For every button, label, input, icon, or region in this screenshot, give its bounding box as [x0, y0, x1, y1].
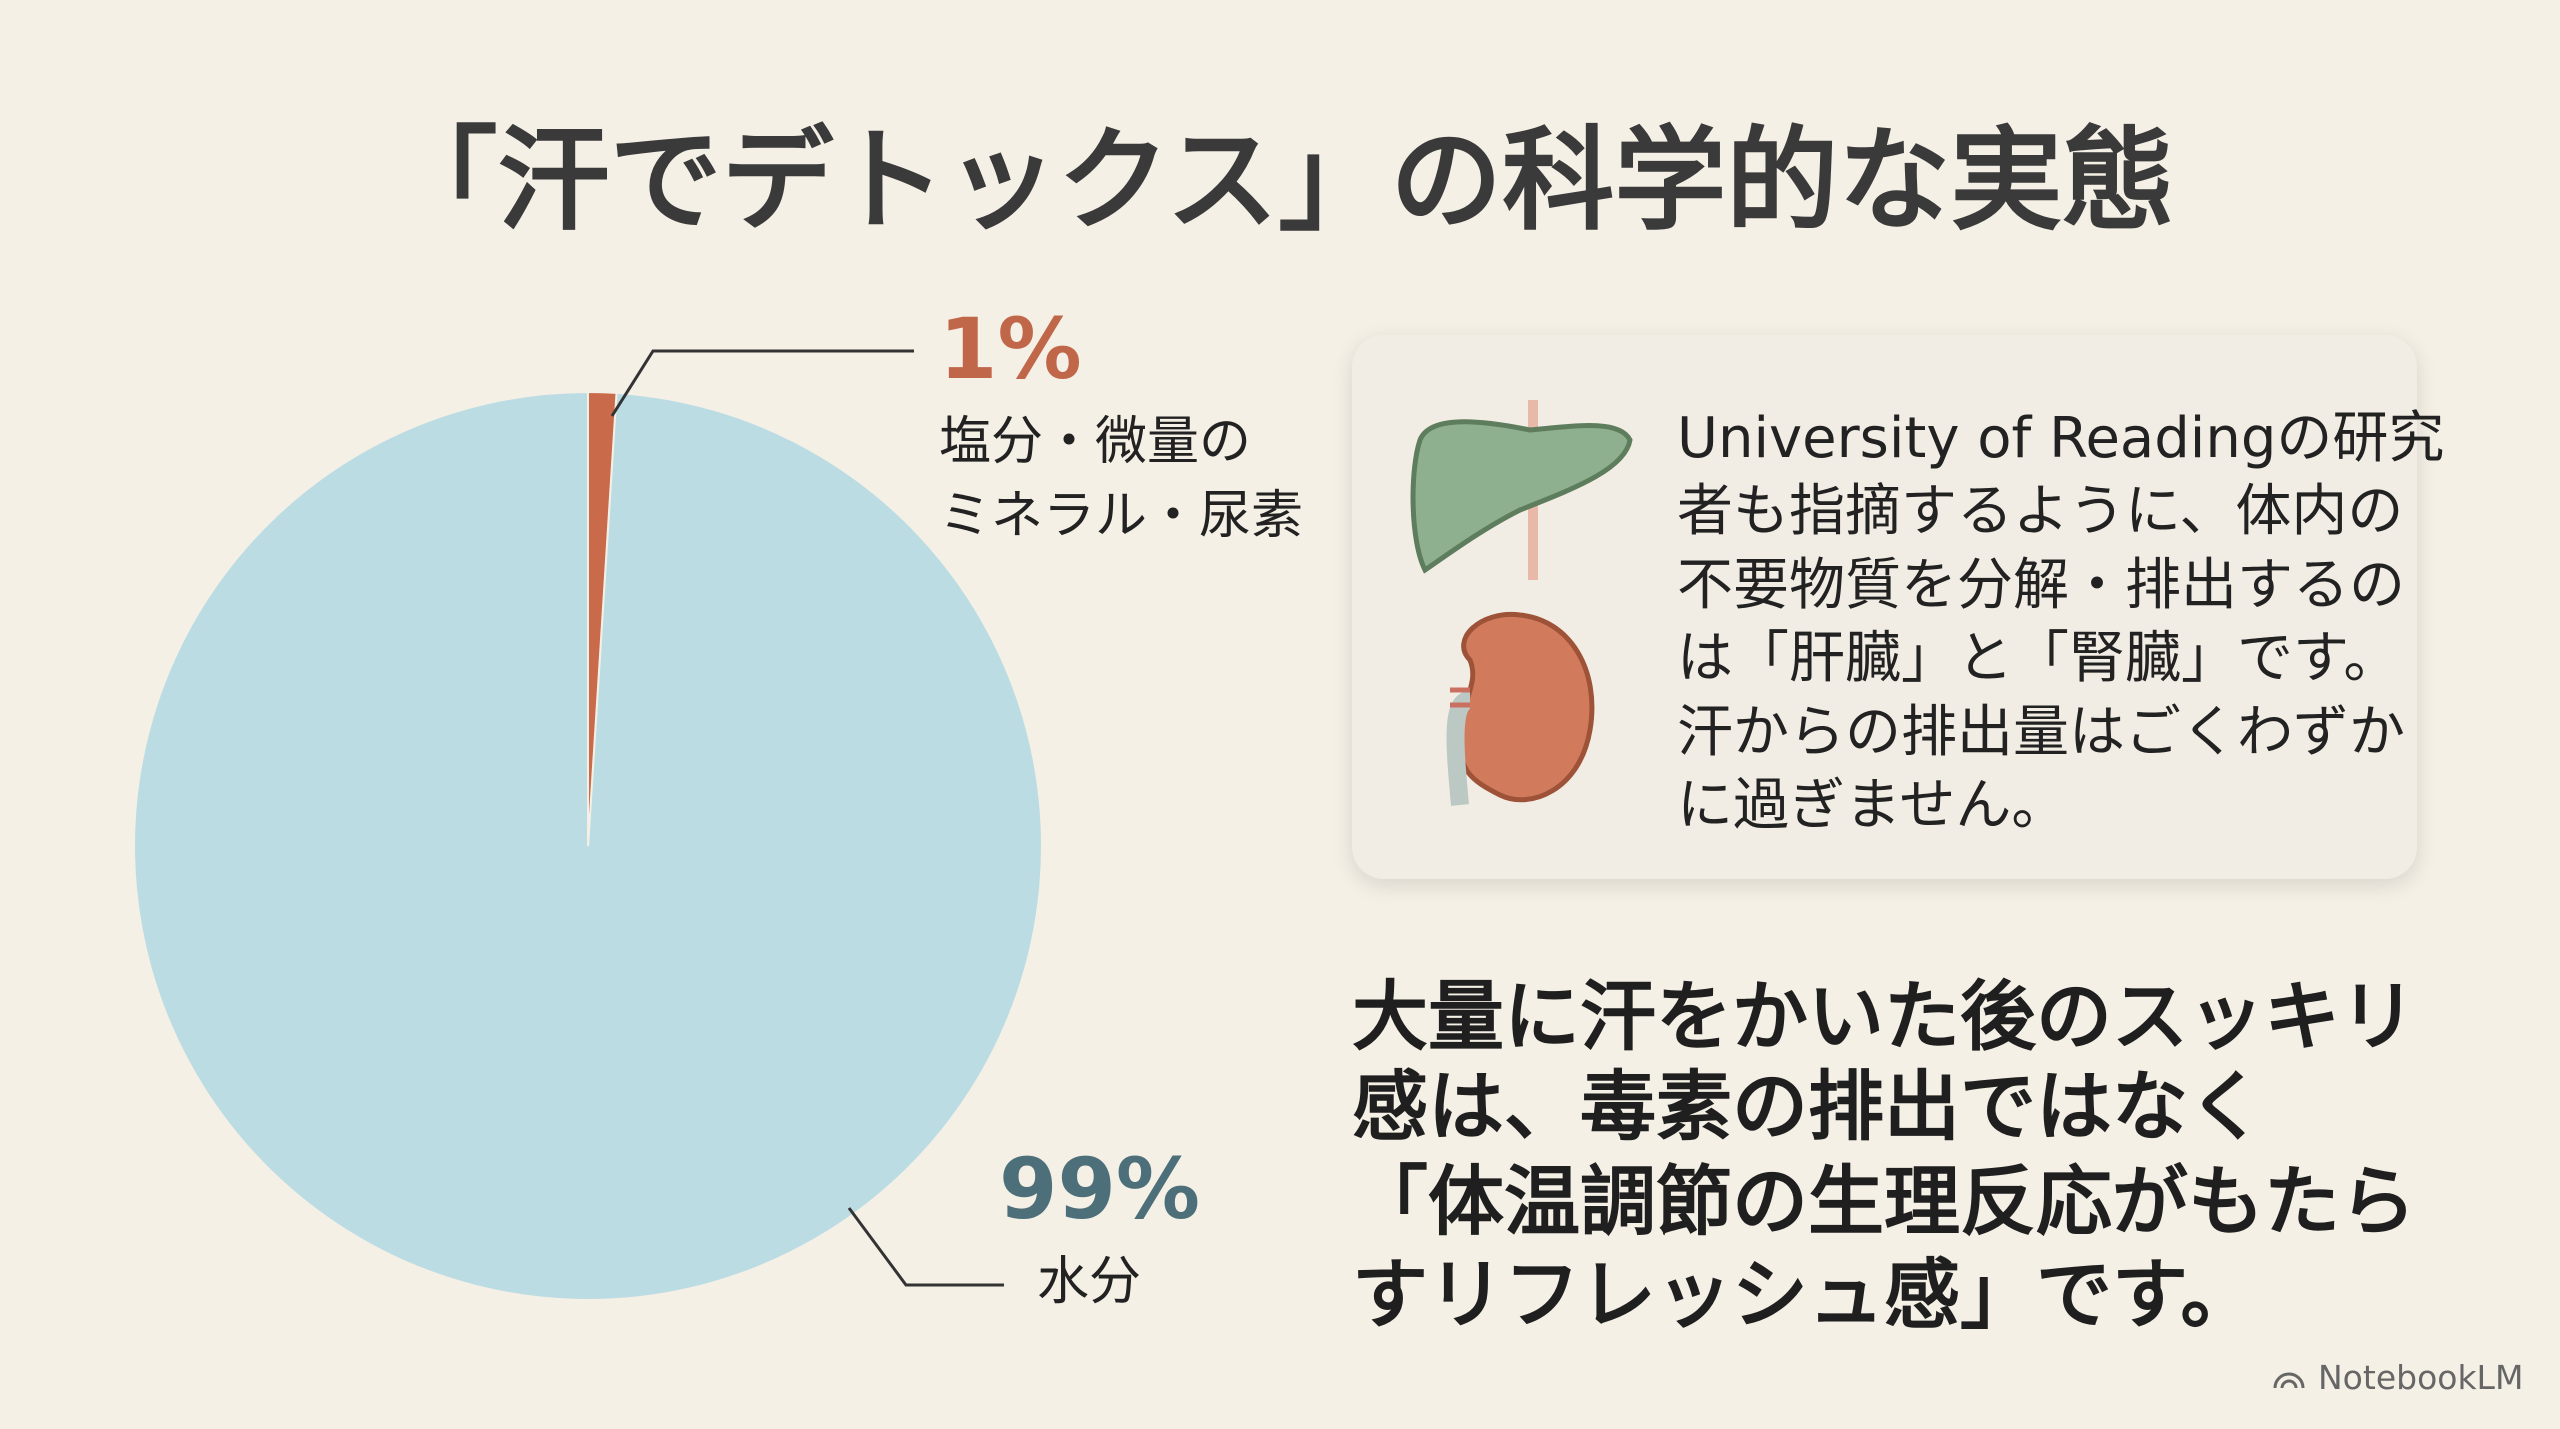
leader-line [610, 349, 914, 417]
panel-text: 者も指摘するように、体内の [1677, 479, 2404, 544]
panel-text: 不要物質を分解・排出するの [1677, 553, 2405, 618]
panel-text: に過ぎません。 [1677, 773, 2068, 838]
pie-slice [587, 390, 618, 847]
leader-line [847, 1207, 1004, 1287]
panel-text: University of Readingの研究 [1677, 406, 2445, 471]
value-label: 99% [999, 1140, 1201, 1238]
summary-text: 大量に汗をかいた後のスッキリ [1352, 972, 2416, 1061]
summary-text: 「体温調節の生理反応がもたら [1352, 1157, 2416, 1246]
title: 「汗でデトックス」の科学的な実態 [385, 116, 2175, 246]
footer-brand: NotebookLM [2318, 1358, 2524, 1397]
category-label: 塩分・微量の ミネラル・尿素 [939, 412, 1304, 546]
value-label: 1% [939, 300, 1082, 398]
category-label: 水分 [1037, 1252, 1142, 1312]
panel-text: は「肝臓」と「腎臓」です。 [1677, 626, 2400, 691]
summary-text: すリフレッシュ感」です。 [1352, 1250, 2257, 1339]
summary-text: 感は、毒素の排出ではなく [1352, 1062, 2264, 1151]
panel-text: 汗からの排出量はごくわずか [1677, 700, 2405, 765]
